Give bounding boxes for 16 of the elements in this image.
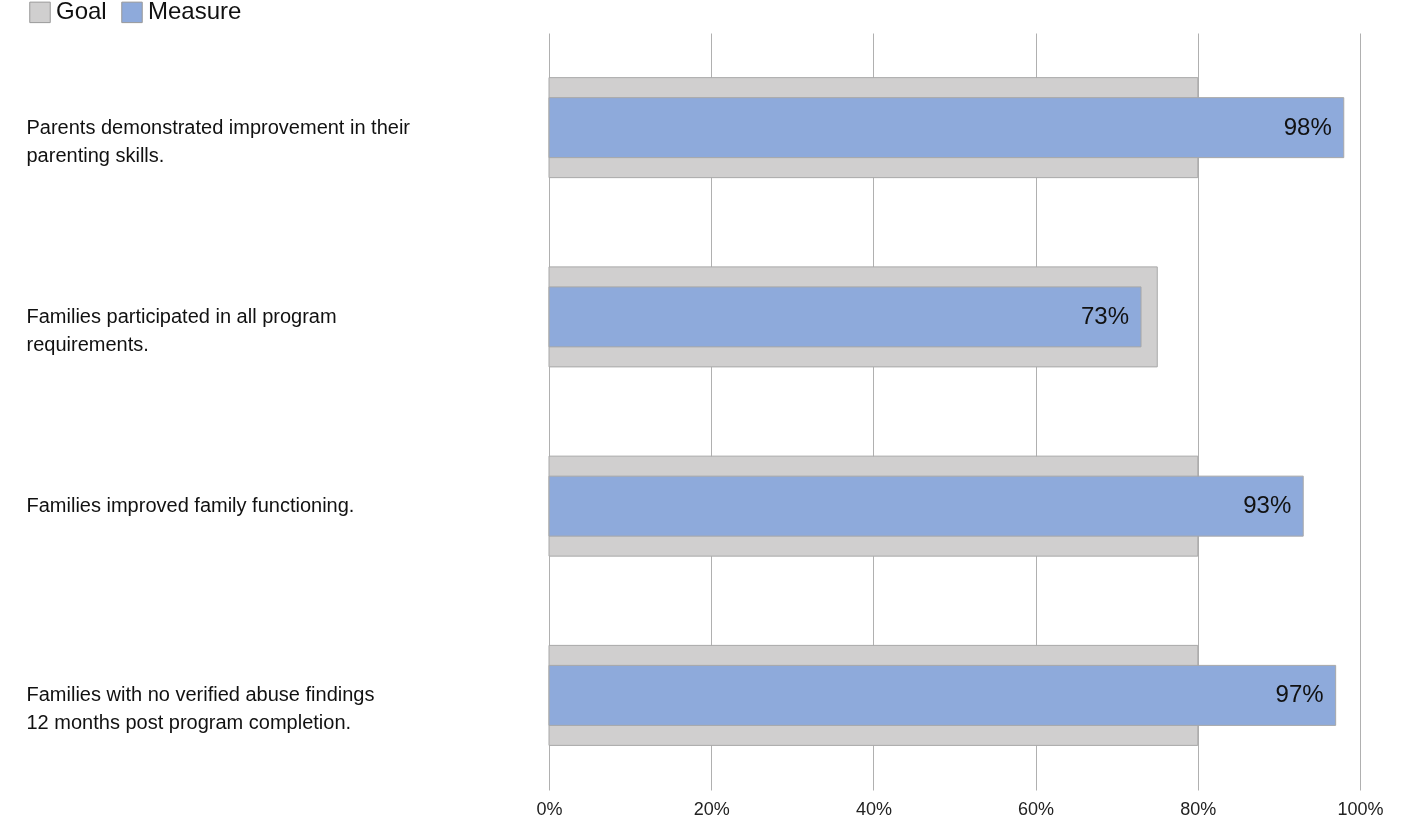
data-label: 98% bbox=[1283, 112, 1332, 140]
x-tick-label: 100% bbox=[1337, 798, 1384, 819]
y-tick-label: Families participated in all program requirements. bbox=[26, 304, 337, 355]
data-label: 97% bbox=[1275, 680, 1324, 708]
y-tick-label: Families with no verified abuse findings 12 months post program completion. bbox=[26, 683, 375, 734]
x-tick-label: 80% bbox=[1180, 798, 1217, 819]
x-tick-label: 20% bbox=[693, 798, 730, 819]
x-tick-label: 40% bbox=[855, 798, 892, 819]
x-tick-label: 60% bbox=[1018, 798, 1055, 819]
y-tick-label: Families improved family functioning. bbox=[26, 494, 355, 517]
legend-label: Goal bbox=[56, 0, 107, 25]
legend-label: Measure bbox=[148, 0, 242, 25]
data-label: 93% bbox=[1243, 491, 1292, 519]
data-label: 73% bbox=[1080, 301, 1130, 329]
y-tick-label: Parents demonstrated improvement in their parenting skills. bbox=[26, 115, 411, 166]
x-tick-label: 0% bbox=[536, 798, 563, 819]
